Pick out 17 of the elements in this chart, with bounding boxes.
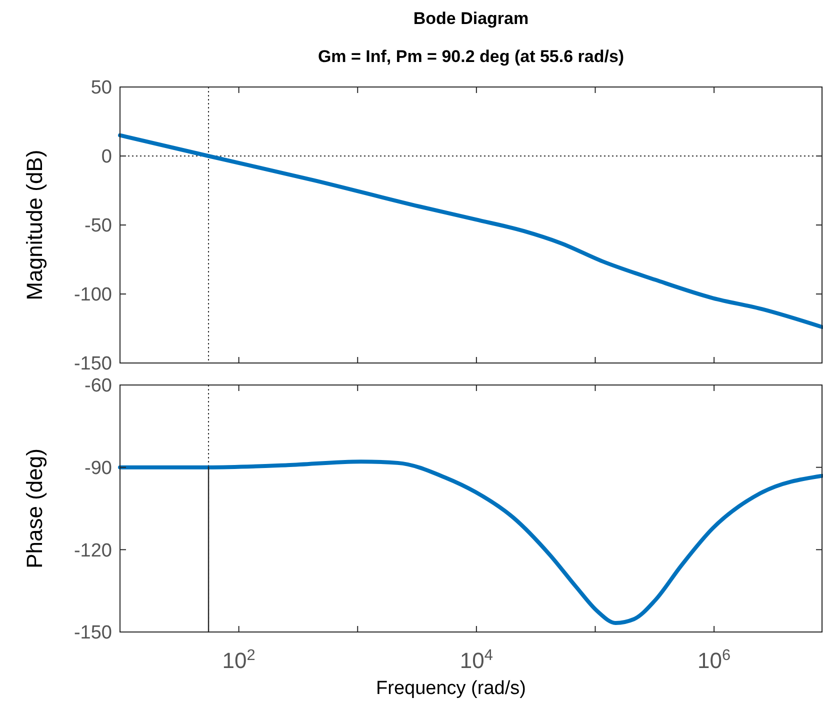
y-tick-label: -150 xyxy=(74,354,112,375)
y-tick-label: -90 xyxy=(84,458,112,479)
x-tick-label: 10$^{2}$ xyxy=(222,646,256,673)
y-tick-label: 0 xyxy=(101,146,112,168)
y-tick-label: -100 xyxy=(74,284,112,306)
chart-subtitle: Gm = Inf, Pm = 90.2 deg (at 55.6 rad/s) xyxy=(318,47,624,66)
x-tick-label: 10$^{4}$ xyxy=(460,646,494,673)
chart-title: Bode Diagram xyxy=(413,9,529,28)
y-tick-label: -60 xyxy=(84,376,112,397)
y-tick-label: -50 xyxy=(84,216,112,237)
x-tick-label: 10$^{6}$ xyxy=(698,646,731,673)
y-axis-title: Magnitude (dB) xyxy=(22,150,47,300)
y-axis-title: Phase (deg) xyxy=(22,448,47,568)
y-tick-label: -120 xyxy=(74,540,112,562)
y-tick-label: -150 xyxy=(74,622,112,644)
x-axis-title: Frequency (rad/s) xyxy=(376,678,526,699)
y-tick-label: 50 xyxy=(90,78,112,99)
